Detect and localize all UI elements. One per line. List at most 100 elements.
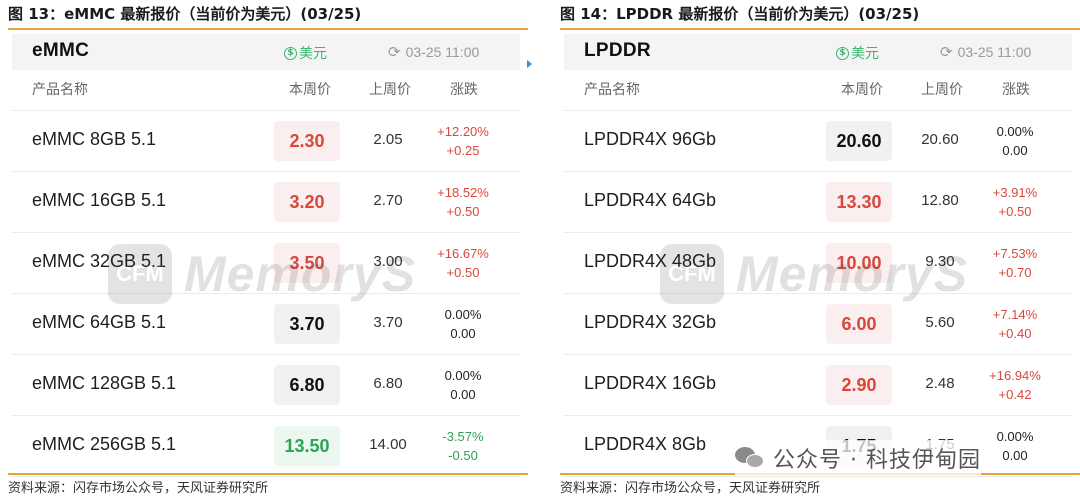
product-name: LPDDR4X 8Gb <box>584 434 707 454</box>
card-header: eMMC $ 美元 ⟳ 03-25 11:00 <box>12 34 520 70</box>
wechat-icon <box>735 445 765 471</box>
table-row[interactable]: eMMC 64GB 5.1 3.70 3.70 0.00% 0.00 <box>12 294 520 355</box>
previous-price: 2.48 <box>925 375 955 392</box>
current-price: 20.60 <box>826 121 892 161</box>
price-change: +3.91% +0.50 <box>978 183 1052 221</box>
change-absolute: 0.00 <box>1002 143 1028 158</box>
table-row[interactable]: eMMC 32GB 5.1 3.50 3.00 +16.67% +0.50 <box>12 233 520 294</box>
change-percent: +3.91% <box>992 185 1038 200</box>
change-absolute: 0.00 <box>450 387 476 402</box>
currency-text: 美元 <box>299 46 327 62</box>
previous-price: 9.30 <box>925 253 955 270</box>
refresh-timestamp[interactable]: ⟳ 03-25 11:00 <box>388 43 479 61</box>
refresh-icon[interactable]: ⟳ <box>388 44 401 61</box>
bottom-rule <box>8 473 528 475</box>
product-name: LPDDR4X 48Gb <box>584 251 717 271</box>
column-header-name: 产品名称 <box>32 82 88 98</box>
change-percent: 0.00% <box>996 429 1034 444</box>
product-name: LPDDR4X 96Gb <box>584 129 717 149</box>
change-absolute: +0.50 <box>446 204 480 219</box>
product-name: eMMC 32GB 5.1 <box>32 251 167 271</box>
change-percent: 0.00% <box>444 307 482 322</box>
product-name: eMMC 64GB 5.1 <box>32 312 167 332</box>
product-name: LPDDR4X 32Gb <box>584 312 717 332</box>
current-price: 6.00 <box>826 304 892 344</box>
current-price: 3.70 <box>274 304 340 344</box>
column-header-change: 涨跌 <box>1002 82 1030 98</box>
header-divider <box>12 110 520 111</box>
change-percent: +7.53% <box>992 246 1038 261</box>
currency-label: $ 美元 <box>284 43 327 63</box>
table-row[interactable]: eMMC 256GB 5.1 13.50 14.00 -3.57% -0.50 <box>12 416 520 477</box>
change-absolute: -0.50 <box>448 448 478 463</box>
top-rule <box>8 28 528 30</box>
table-row[interactable]: eMMC 8GB 5.1 2.30 2.05 +12.20% +0.25 <box>12 111 520 172</box>
current-price: 3.50 <box>274 243 340 283</box>
table-row[interactable]: LPDDR4X 48Gb 10.00 9.30 +7.53% +0.70 <box>564 233 1072 294</box>
refresh-icon[interactable]: ⟳ <box>940 44 953 61</box>
figure-emmc: 图 13：eMMC 最新报价（当前价为美元）(03/25) eMMC $ 美元 … <box>8 0 528 502</box>
table-row[interactable]: LPDDR4X 16Gb 2.90 2.48 +16.94% +0.42 <box>564 355 1072 416</box>
product-name: eMMC 256GB 5.1 <box>32 434 177 454</box>
previous-price: 2.05 <box>373 131 403 148</box>
column-header-current: 本周价 <box>841 82 883 98</box>
previous-price: 3.70 <box>373 314 403 331</box>
current-price: 13.50 <box>274 426 340 466</box>
header-divider <box>564 110 1072 111</box>
refresh-timestamp[interactable]: ⟳ 03-25 11:00 <box>940 43 1031 61</box>
price-change: 0.00% 0.00 <box>978 122 1052 160</box>
change-absolute: +0.42 <box>998 387 1032 402</box>
change-percent: +18.52% <box>437 185 489 200</box>
table-row[interactable]: LPDDR4X 64Gb 13.30 12.80 +3.91% +0.50 <box>564 172 1072 233</box>
price-change: +7.53% +0.70 <box>978 244 1052 282</box>
card-title: eMMC <box>32 40 90 61</box>
current-price: 13.30 <box>826 182 892 222</box>
column-header-current: 本周价 <box>289 82 331 98</box>
price-card: eMMC $ 美元 ⟳ 03-25 11:00 产品名称 本周价 上周价 涨跌 … <box>12 32 520 477</box>
price-change: +16.94% +0.42 <box>978 366 1052 404</box>
previous-price: 12.80 <box>921 192 959 209</box>
change-absolute: +0.70 <box>998 265 1032 280</box>
column-header-previous: 上周价 <box>369 82 411 98</box>
change-percent: 0.00% <box>444 368 482 383</box>
source-note: 资料来源：闪存市场公众号，天风证券研究所 <box>8 481 269 496</box>
price-card: LPDDR $ 美元 ⟳ 03-25 11:00 产品名称 本周价 上周价 涨跌… <box>564 32 1072 477</box>
currency-label: $ 美元 <box>836 43 879 63</box>
price-change: +18.52% +0.50 <box>426 183 500 221</box>
previous-price: 6.80 <box>373 375 403 392</box>
table-row[interactable]: eMMC 16GB 5.1 3.20 2.70 +18.52% +0.50 <box>12 172 520 233</box>
previous-price: 3.00 <box>373 253 403 270</box>
current-price: 2.30 <box>274 121 340 161</box>
figure-title: 图 14：LPDDR 最新报价（当前价为美元）(03/25) <box>560 5 920 23</box>
column-header-change: 涨跌 <box>450 82 478 98</box>
table-row[interactable]: eMMC 128GB 5.1 6.80 6.80 0.00% 0.00 <box>12 355 520 416</box>
timestamp: 03-25 11:00 <box>957 44 1032 60</box>
price-change: 0.00% 0.00 <box>426 366 500 404</box>
current-price: 10.00 <box>826 243 892 283</box>
product-name: LPDDR4X 64Gb <box>584 190 717 210</box>
change-percent: +16.94% <box>989 368 1041 383</box>
price-change: -3.57% -0.50 <box>426 427 500 465</box>
product-name: eMMC 16GB 5.1 <box>32 190 167 210</box>
timestamp: 03-25 11:00 <box>405 44 480 60</box>
product-name: LPDDR4X 16Gb <box>584 373 717 393</box>
table-row[interactable]: LPDDR4X 32Gb 6.00 5.60 +7.14% +0.40 <box>564 294 1072 355</box>
top-rule <box>560 28 1080 30</box>
previous-price: 2.70 <box>373 192 403 209</box>
change-percent: +12.20% <box>437 124 489 139</box>
product-name: eMMC 128GB 5.1 <box>32 373 177 393</box>
previous-price: 5.60 <box>925 314 955 331</box>
price-change: +7.14% +0.40 <box>978 305 1052 343</box>
column-header-previous: 上周价 <box>921 82 963 98</box>
currency-text: 美元 <box>851 46 879 62</box>
price-change: 0.00% 0.00 <box>426 305 500 343</box>
table-row[interactable]: LPDDR4X 96Gb 20.60 20.60 0.00% 0.00 <box>564 111 1072 172</box>
change-absolute: +0.50 <box>446 265 480 280</box>
source-note: 资料来源：闪存市场公众号，天风证券研究所 <box>560 481 821 496</box>
wechat-watermark: 公众号 · 科技伊甸园 <box>735 440 981 476</box>
column-header-name: 产品名称 <box>584 82 640 98</box>
current-price: 2.90 <box>826 365 892 405</box>
previous-price: 14.00 <box>369 436 407 453</box>
figure-lpddr: 图 14：LPDDR 最新报价（当前价为美元）(03/25) LPDDR $ 美… <box>560 0 1080 502</box>
previous-price: 20.60 <box>921 131 959 148</box>
